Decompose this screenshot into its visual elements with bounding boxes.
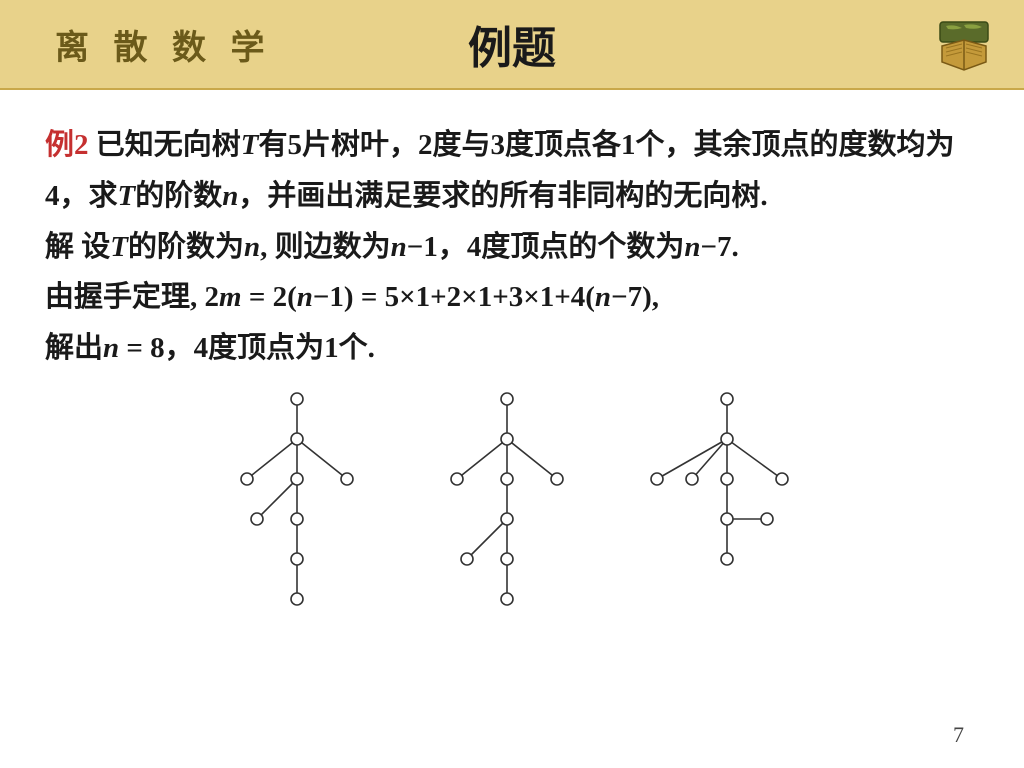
solution-line-2: 由握手定理, 2m = 2(n−1) = 5×1+2×1+3×1+4(n−7), bbox=[45, 272, 979, 323]
slide-title: 例题 bbox=[468, 12, 556, 76]
tree-diagram-2 bbox=[417, 384, 597, 614]
book-logo-icon bbox=[934, 18, 994, 73]
slide-header: 离 散 数 学 例题 bbox=[0, 0, 1024, 90]
course-name: 离 散 数 学 bbox=[55, 20, 273, 69]
example-label: 例2 bbox=[45, 129, 89, 161]
problem-statement: 例2 已知无向树T有5片树叶，2度与3度顶点各1个，其余顶点的度数均为4，求T的… bbox=[45, 120, 979, 222]
tree-diagram-3 bbox=[627, 384, 817, 614]
page-number: 7 bbox=[953, 722, 964, 748]
tree-diagrams bbox=[45, 384, 979, 614]
tree-diagram-1 bbox=[207, 384, 387, 614]
solution-line-1: 解 设T的阶数为n, 则边数为n−1，4度顶点的个数为n−7. bbox=[45, 222, 979, 273]
slide-content: 例2 已知无向树T有5片树叶，2度与3度顶点各1个，其余顶点的度数均为4，求T的… bbox=[0, 90, 1024, 614]
solution-line-3: 解出n = 8，4度顶点为1个. bbox=[45, 323, 979, 374]
